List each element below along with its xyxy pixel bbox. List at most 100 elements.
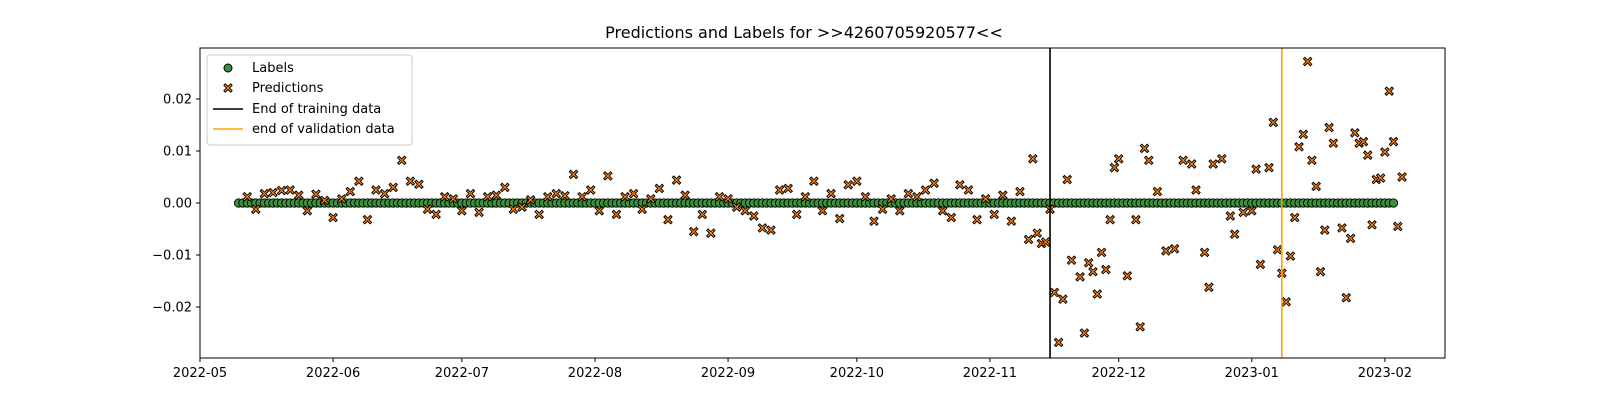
prediction-point (1062, 174, 1073, 185)
prediction-point (457, 205, 467, 216)
prediction-point (852, 176, 862, 186)
prediction-point (1053, 337, 1064, 348)
prediction-point (551, 188, 562, 199)
prediction-point (276, 185, 287, 196)
prediction-point (1229, 229, 1240, 240)
prediction-point (568, 169, 579, 180)
prediction-point (1319, 225, 1330, 235)
prediction-point (1186, 159, 1197, 169)
prediction-point (697, 209, 708, 220)
prediction-point (293, 190, 304, 201)
prediction-point (1341, 292, 1352, 303)
prediction-point (826, 188, 836, 199)
x-tick-label: 2022-05 (173, 366, 227, 381)
prediction-point (800, 191, 811, 202)
legend-box (206, 54, 413, 146)
x-tick-label: 2022-09 (701, 366, 755, 381)
prediction-point (1204, 282, 1214, 293)
chart-title: Predictions and Labels for >>42607059205… (605, 23, 1003, 42)
prediction-point (560, 190, 570, 201)
prediction-point (1384, 86, 1395, 97)
legend-label-labels: Labels (252, 61, 294, 76)
prediction-point (482, 191, 493, 202)
prediction-point (319, 195, 330, 206)
prediction-point (714, 191, 725, 202)
prediction-point (688, 226, 699, 237)
prediction-point (654, 183, 665, 194)
prediction-point (611, 209, 622, 220)
prediction-point (345, 186, 356, 197)
prediction-point (1311, 181, 1322, 192)
x-tick-label: 2022-06 (306, 366, 360, 381)
prediction-point (894, 205, 905, 216)
prediction-point (972, 214, 982, 225)
prediction-point (843, 179, 854, 190)
prediction-point (912, 191, 922, 202)
plot-layer (233, 48, 1407, 358)
y-tick-label: 0.01 (163, 144, 192, 159)
prediction-point (757, 223, 768, 233)
prediction-point (1079, 328, 1090, 338)
prediction-point (1208, 159, 1219, 169)
prediction-point (946, 212, 957, 223)
prediction-point (1139, 143, 1150, 154)
prediction-point (645, 194, 656, 204)
y-tick-label: −0.02 (152, 301, 192, 316)
prediction-point (1101, 264, 1111, 275)
prediction-point (1169, 243, 1180, 254)
prediction-point (1191, 185, 1201, 195)
prediction-point (1358, 136, 1369, 147)
prediction-point (637, 204, 648, 215)
y-tick-label: 0.00 (163, 197, 192, 212)
prediction-point (997, 190, 1008, 201)
prediction-point (1362, 150, 1373, 160)
prediction-point (1350, 127, 1360, 138)
legend-marker-labels (223, 63, 233, 73)
prediction-point (1380, 147, 1390, 157)
prediction-point (1307, 155, 1317, 166)
y-tick-label: −0.01 (152, 249, 192, 264)
x-tick-label: 2023-01 (1225, 366, 1279, 381)
legend-x-glyph (223, 83, 233, 93)
prediction-point (1367, 220, 1377, 230)
prediction-point (1324, 122, 1334, 133)
prediction-point (594, 205, 605, 216)
legend-label-validation: end of validation data (252, 122, 395, 137)
prediction-point (1238, 207, 1249, 218)
prediction-point (706, 228, 716, 239)
prediction-point (1028, 153, 1038, 164)
prediction-point (388, 182, 399, 193)
prediction-point (663, 214, 673, 225)
legend-label-predictions: Predictions (252, 81, 324, 96)
prediction-point (1109, 162, 1120, 173)
x-tick-label: 2022-10 (830, 366, 884, 381)
prediction-point (242, 191, 253, 202)
prediction-point (603, 171, 613, 181)
legend: Labels Predictions End of training data … (206, 54, 413, 146)
prediction-point (1178, 155, 1188, 166)
prediction-point (1302, 56, 1313, 67)
y-tick-label: 0.02 (163, 92, 192, 107)
prediction-point (628, 188, 639, 199)
prediction-point (920, 185, 931, 195)
prediction-point (474, 207, 484, 218)
prediction-point (1040, 237, 1051, 247)
x-tick-label: 2023-02 (1358, 366, 1412, 381)
prediction-point (525, 195, 536, 205)
prediction-point (1006, 216, 1017, 227)
prediction-point (439, 191, 450, 202)
prediction-point (585, 185, 596, 195)
prediction-point (817, 205, 828, 216)
prediction-point (491, 190, 502, 201)
prediction-point (1152, 186, 1163, 197)
prediction-point (362, 214, 373, 225)
prediction-point (1375, 173, 1386, 183)
prediction-point (1268, 117, 1279, 128)
prediction-point (1096, 247, 1107, 258)
prediction-point (431, 209, 441, 220)
prediction-point (1337, 223, 1347, 233)
prediction-point (791, 209, 802, 220)
prediction-point (740, 205, 751, 216)
prediction-point (886, 194, 897, 204)
